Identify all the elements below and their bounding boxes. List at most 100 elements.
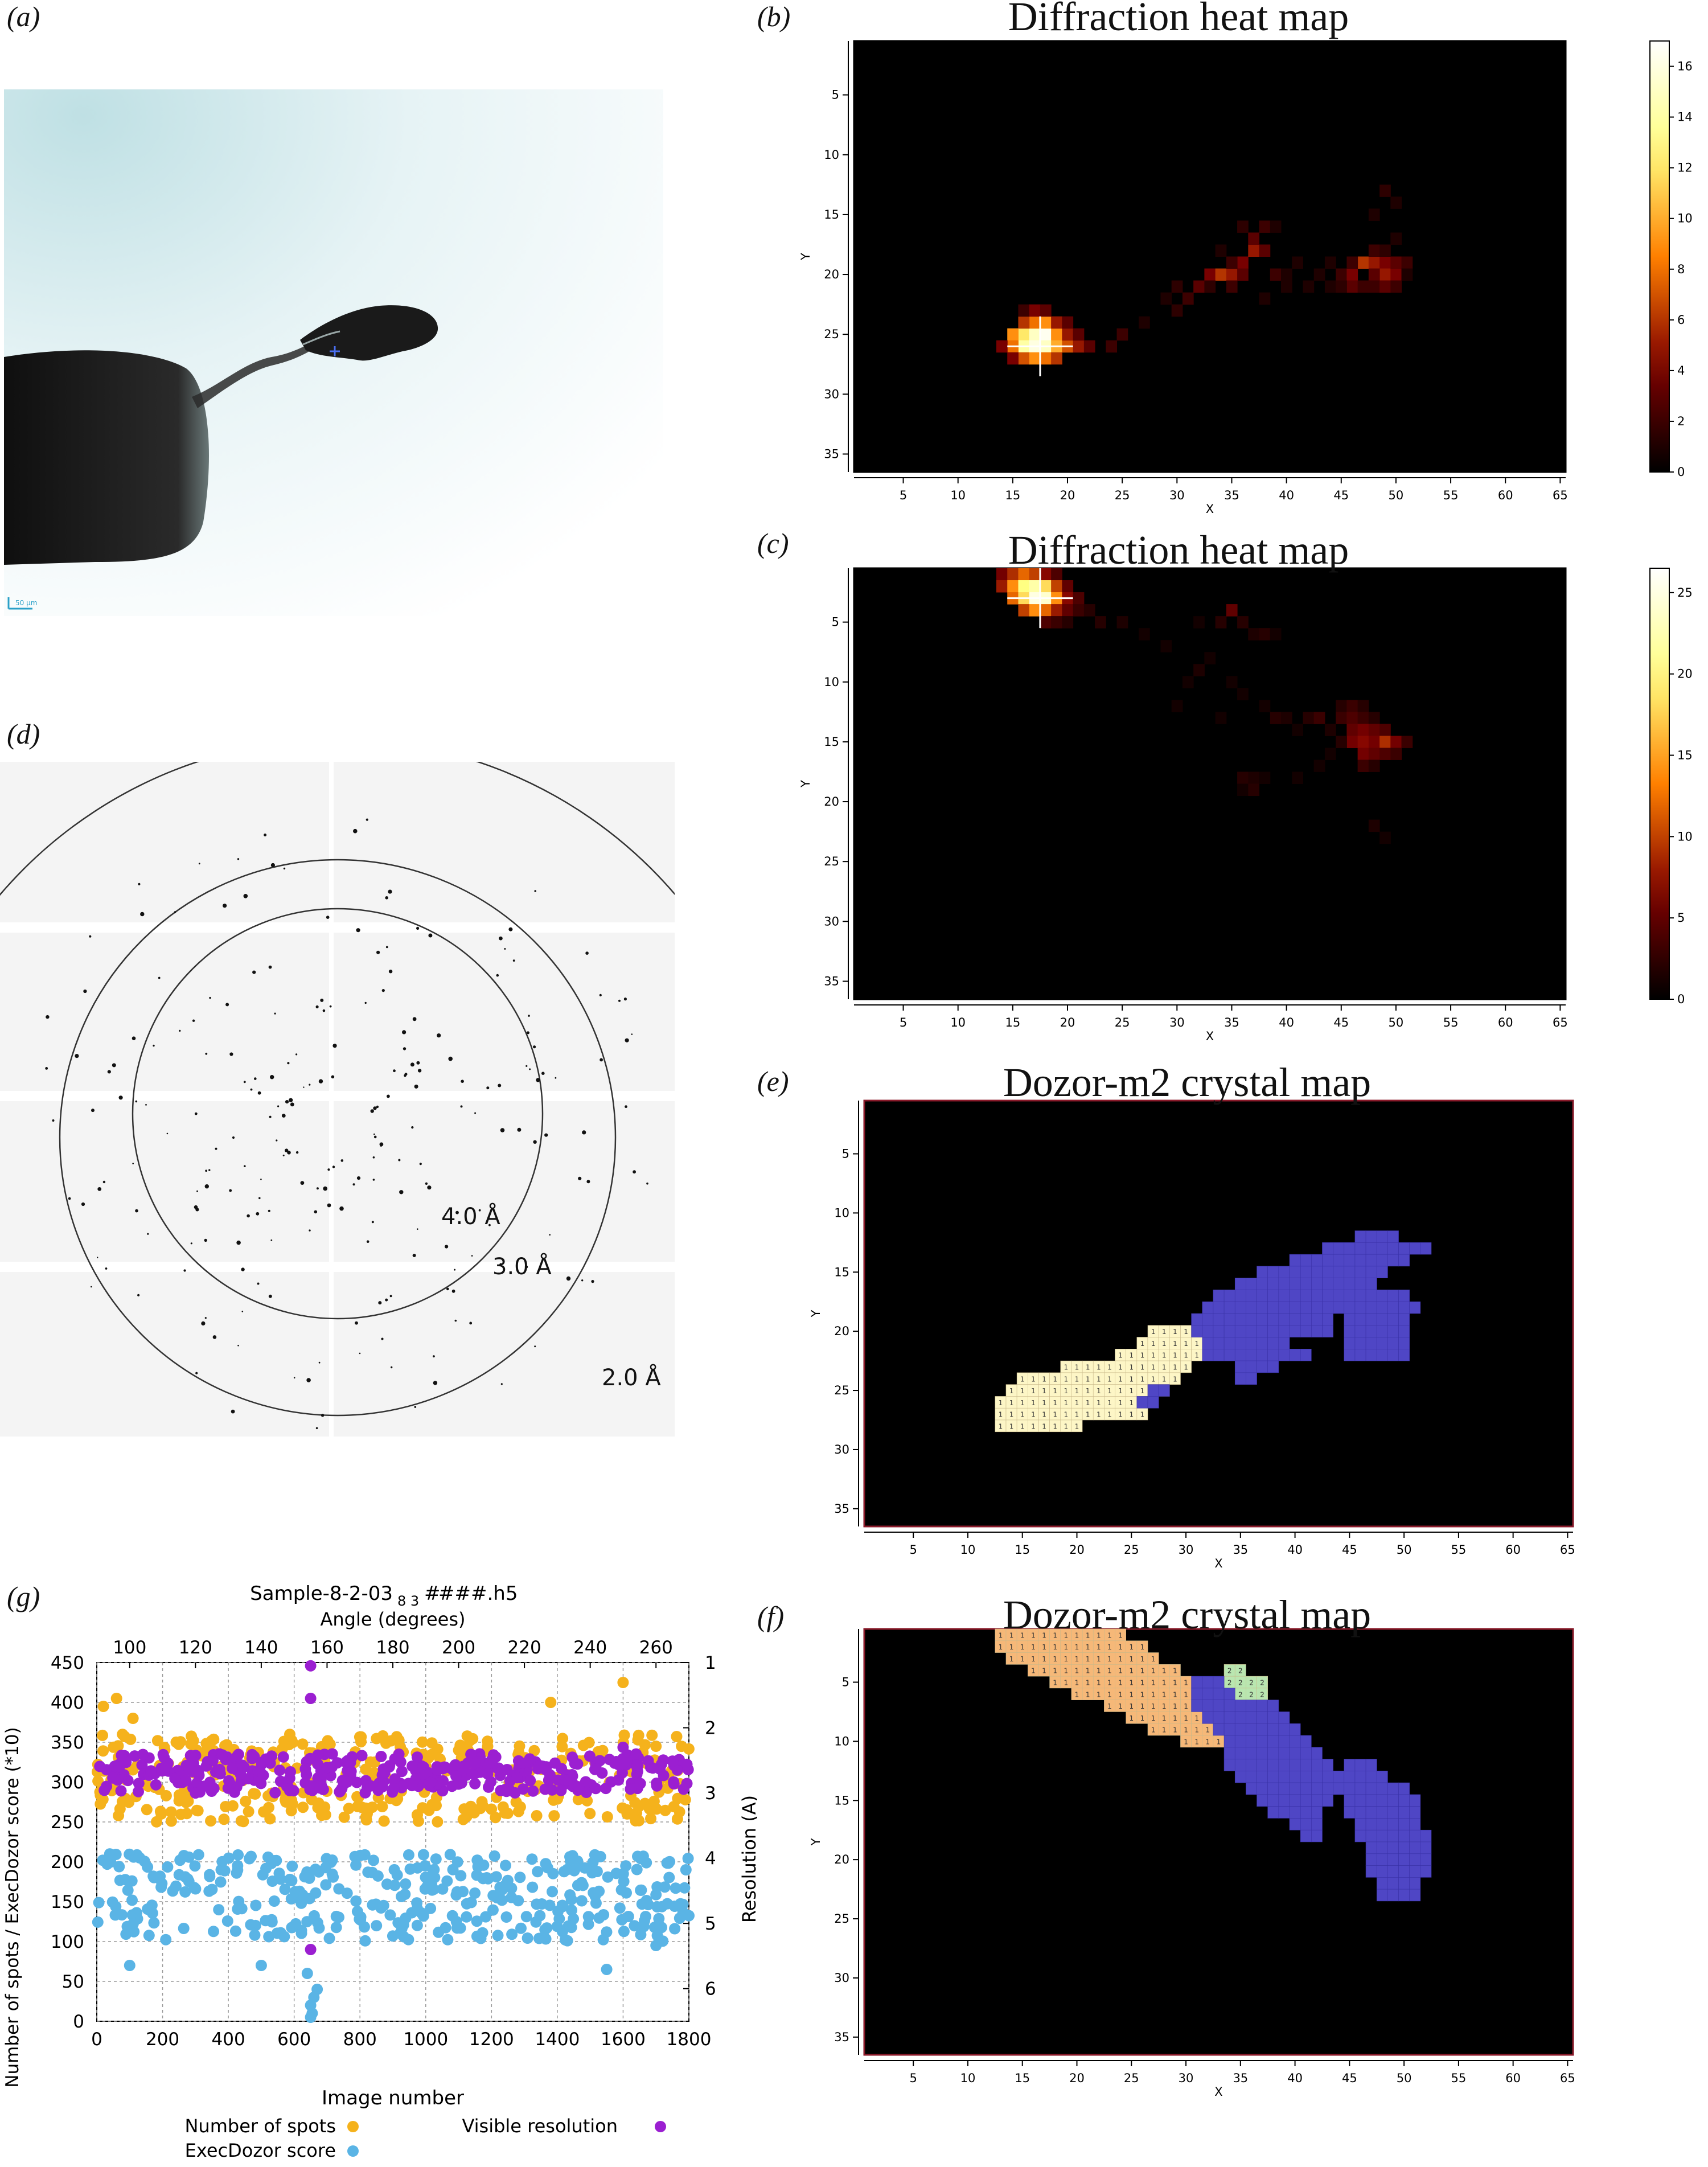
crystal-cell (1289, 1782, 1301, 1795)
data-point (432, 1764, 443, 1776)
diffraction-spot (359, 1352, 361, 1355)
data-point (396, 1891, 408, 1902)
x2-tick-label: 220 (508, 1637, 541, 1658)
crystal-cell-label: 1 (1042, 1631, 1046, 1639)
crystal-cell-label: 1 (1118, 1655, 1123, 1663)
crystal-cell-label: 1 (1064, 1631, 1069, 1639)
data-point (638, 1920, 650, 1932)
data-point (625, 1783, 637, 1795)
diffraction-spot (81, 1202, 85, 1206)
data-point (92, 1916, 104, 1928)
diffraction-spot (158, 976, 161, 979)
data-point (656, 1922, 667, 1934)
scatter-title-sub: 8 3 (397, 1593, 419, 1609)
data-point (257, 1869, 269, 1881)
crystal-cell (1202, 1349, 1214, 1361)
heat-cell (1237, 268, 1249, 281)
diffraction-spot (326, 916, 330, 919)
data-point (502, 1807, 514, 1819)
crystal-cell (1387, 1829, 1399, 1842)
crystal-cell (1311, 1278, 1323, 1290)
crystal-cell (1289, 1278, 1301, 1290)
crystal-cell-label: 1 (1129, 1399, 1134, 1407)
crystal-cell-label: 1 (1053, 1643, 1057, 1651)
crystal-cell (1246, 1735, 1257, 1748)
data-point (277, 1751, 289, 1763)
data-point (597, 1934, 609, 1946)
y2-tick-label: 5 (705, 1914, 716, 1934)
crystal-cell-label: 2 (1227, 1667, 1232, 1675)
crystal-cell (1365, 1349, 1377, 1361)
diffraction-spot (241, 1267, 245, 1271)
crystal-cell (1246, 1712, 1257, 1724)
data-point (151, 1816, 162, 1828)
crystal-cell-label: 1 (1042, 1655, 1046, 1663)
crystal-cell (1322, 1290, 1333, 1302)
scatter-title-main: Sample-8-2-03 (250, 1582, 393, 1605)
crystal-cell-label: 1 (1194, 1726, 1199, 1734)
data-point (532, 1866, 544, 1878)
diffraction-spot (385, 946, 388, 949)
crystal-cell (1300, 1301, 1312, 1314)
colorbar-tick-label: 8 (1677, 262, 1685, 276)
crystal-cell-label: 1 (1075, 1631, 1079, 1639)
data-point (165, 1815, 177, 1827)
crystal-cell (1234, 1372, 1246, 1385)
crystal-cell (1344, 1254, 1356, 1267)
diffraction-spot (135, 1209, 138, 1213)
data-point (671, 1731, 683, 1742)
data-point (621, 1755, 633, 1767)
crystal-cell-label: 2 (1227, 1679, 1232, 1687)
diffraction-spot (254, 1077, 257, 1080)
crystal-cell (1289, 1723, 1301, 1736)
ring-label-2A: 2.0 Å (602, 1364, 661, 1391)
data-point (651, 1881, 663, 1893)
heat-cell (1379, 831, 1391, 844)
crystal-cell-label: 1 (1140, 1352, 1145, 1360)
data-point (341, 1887, 353, 1899)
panel-label-g: (g) (7, 1581, 40, 1612)
crystal-cell (1223, 1337, 1235, 1349)
data-point (245, 1919, 257, 1931)
diffraction-spot (268, 1294, 272, 1298)
heatmap-b-title: Diffraction heat map (1008, 0, 1349, 39)
data-point (566, 1905, 577, 1916)
crystal-cell-label: 1 (1129, 1387, 1134, 1395)
data-point (514, 1740, 525, 1752)
crystal-cell (1202, 1325, 1214, 1337)
diffraction-spot (205, 1169, 207, 1172)
data-point (618, 1729, 630, 1741)
crystal-cell-label: 1 (1129, 1411, 1134, 1419)
crystal-cell-label: 1 (1173, 1679, 1177, 1687)
crystal-cell (1234, 1759, 1246, 1771)
crystal-cell (1376, 1301, 1388, 1314)
heat-cell (1007, 352, 1019, 365)
data-point (536, 1898, 548, 1910)
data-point (345, 1766, 357, 1778)
crystal-cell-label: 1 (1140, 1679, 1145, 1687)
heat-cell (1401, 736, 1413, 748)
diffraction-spot (508, 927, 513, 931)
diffraction-spot (387, 1094, 390, 1098)
x-tick-label: 40 (1287, 1543, 1303, 1557)
data-point (411, 1751, 423, 1763)
data-point (160, 1934, 172, 1946)
data-point (671, 1813, 683, 1825)
crystal-cell (1365, 1806, 1377, 1819)
data-point (97, 1729, 108, 1741)
diffraction-spot (223, 904, 227, 908)
data-point (593, 1912, 605, 1924)
x-tick-label: 25 (1124, 2071, 1139, 2085)
colorbar (1649, 40, 1670, 473)
diffraction-spot (205, 1052, 208, 1055)
data-point (294, 1885, 306, 1897)
data-point (208, 1926, 219, 1938)
crystal-cell (1311, 1759, 1323, 1771)
data-point (204, 1776, 216, 1788)
diffraction-spot (241, 1311, 244, 1312)
crystal-cell (1344, 1301, 1356, 1314)
data-point (433, 1926, 445, 1938)
crystal-cell (1257, 1700, 1268, 1712)
heat-cell (1270, 628, 1282, 641)
data-point (143, 1930, 155, 1942)
